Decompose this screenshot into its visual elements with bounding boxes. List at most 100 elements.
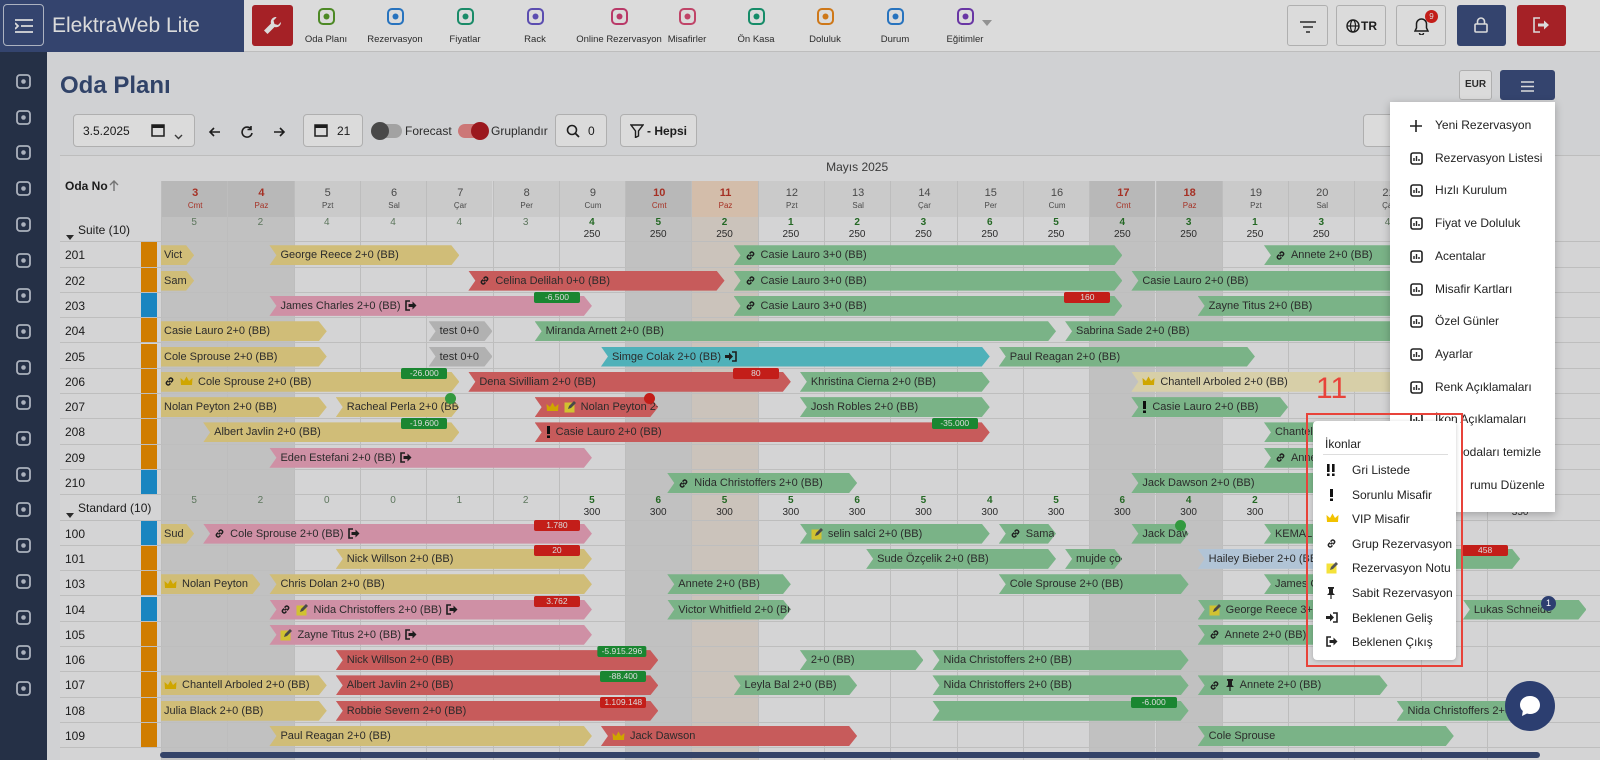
booking-bar[interactable]: Casie Lauro 2+0 (BB) bbox=[535, 422, 990, 442]
booking-bar[interactable]: Nolan Peyton 2+0 (BB) bbox=[161, 397, 327, 417]
booking-bar[interactable] bbox=[932, 701, 1188, 721]
booking-bar[interactable]: Celina Delilah 0+0 (BB) bbox=[468, 271, 724, 291]
booking-bar[interactable]: Sude Özçelik 2+0 (BB) bbox=[866, 549, 1056, 569]
booking-bar[interactable]: selin salci 2+0 (BB) bbox=[800, 524, 990, 544]
booking-bar[interactable]: Vict bbox=[161, 245, 194, 265]
language-button[interactable]: TR bbox=[1336, 5, 1386, 46]
nav-item[interactable]: Rezervasyon bbox=[350, 4, 440, 48]
sidebar-icon[interactable] bbox=[15, 252, 32, 274]
booking-bar[interactable]: Julia Black 2+0 (BB) bbox=[161, 701, 327, 721]
booking-bar[interactable]: Nida Christoffers 2+0 (BB) bbox=[667, 473, 857, 493]
booking-bar[interactable]: Paul Reagan 2+0 (BB) bbox=[269, 726, 592, 746]
booking-bar[interactable]: Nick Willson 2+0 (BB) bbox=[336, 549, 592, 569]
booking-bar[interactable]: Cole Sprouse 2+0 (BB) bbox=[999, 574, 1189, 594]
booking-bar[interactable]: Sud bbox=[161, 524, 194, 544]
nav-item[interactable]: Eğitimler bbox=[920, 4, 1010, 48]
booking-bar[interactable]: Casie Lauro 2+0 (BB) bbox=[161, 321, 327, 341]
nav-item[interactable]: Online Rezervasyon bbox=[574, 4, 664, 48]
sidebar-icon[interactable] bbox=[15, 466, 32, 488]
lock-button[interactable] bbox=[1457, 5, 1506, 46]
collapse-icon[interactable] bbox=[66, 505, 74, 523]
menu-item[interactable]: Özel Günler bbox=[1435, 314, 1500, 329]
booking-bar[interactable]: Nida Christoffers 2+0 (BB) bbox=[932, 650, 1188, 670]
nav-item[interactable]: Fiyatlar bbox=[420, 4, 510, 48]
booking-bar[interactable]: Casie Lauro 3+0 (BB) bbox=[734, 271, 1123, 291]
sidebar-icon[interactable] bbox=[15, 109, 32, 131]
booking-bar[interactable]: Sama bbox=[999, 524, 1056, 544]
booking-bar[interactable]: George Reece 3+0 bbox=[1198, 600, 1322, 620]
booking-bar[interactable]: Robbie Severn 2+0 (BB) bbox=[336, 701, 659, 721]
booking-bar[interactable]: Casie Lauro 3+0 (BB) bbox=[734, 296, 1123, 316]
nav-item[interactable]: Rack bbox=[490, 4, 580, 48]
menu-item[interactable]: Rezervasyon Listesi bbox=[1435, 150, 1543, 165]
filter-button[interactable] bbox=[1287, 5, 1328, 46]
day-count[interactable]: 21 bbox=[303, 114, 363, 147]
booking-bar[interactable]: Chantell Arboled 2+0 (BB) bbox=[161, 675, 327, 695]
nav-item[interactable]: Oda Planı bbox=[281, 4, 371, 48]
search-box[interactable]: 0 bbox=[555, 114, 607, 147]
booking-bar[interactable]: Nolan Peyton 2+0 (BB) bbox=[535, 397, 659, 417]
notification-button[interactable]: 9 bbox=[1396, 5, 1446, 46]
booking-bar[interactable]: Racheal Perla 2+0 (BB) bbox=[336, 397, 460, 417]
booking-bar[interactable]: Sabrina Sade 2+0 (BB) bbox=[1065, 321, 1454, 341]
sidebar-icon[interactable] bbox=[15, 73, 32, 95]
sidebar-icon[interactable] bbox=[15, 359, 32, 381]
booking-bar[interactable]: Nida Christoffers 2+0 (BB) bbox=[1397, 701, 1521, 721]
sidebar-icon[interactable] bbox=[15, 394, 32, 416]
sidebar-icon[interactable] bbox=[15, 216, 32, 238]
chat-button[interactable] bbox=[1505, 681, 1555, 731]
booking-bar[interactable]: Casie Lauro 3+0 (BB) bbox=[734, 245, 1123, 265]
booking-bar[interactable]: test 0+0 bbox=[429, 321, 493, 341]
booking-bar[interactable]: Sam bbox=[161, 271, 194, 291]
menu-item[interactable]: Ayarlar bbox=[1435, 346, 1473, 361]
booking-bar[interactable]: George Reece 2+0 (BB) bbox=[269, 245, 459, 265]
booking-bar[interactable]: Nick Willson 2+0 (BB) bbox=[336, 650, 659, 670]
booking-bar[interactable]: Cole Sprouse 2+0 (BB) bbox=[203, 524, 592, 544]
sidebar-icon[interactable] bbox=[15, 144, 32, 166]
nav-arrow[interactable] bbox=[208, 125, 221, 143]
menu-button[interactable] bbox=[1500, 70, 1555, 100]
booking-bar[interactable]: test 0+0 bbox=[429, 347, 493, 367]
booking-bar[interactable]: Casie Lauro 2+0 (BB) bbox=[1131, 271, 1454, 291]
booking-bar[interactable]: Jack Daw bbox=[1131, 524, 1188, 544]
sidebar-icon[interactable] bbox=[15, 180, 32, 202]
logout-button[interactable] bbox=[1517, 5, 1566, 46]
menu-toggle[interactable] bbox=[3, 4, 44, 46]
booking-bar[interactable]: Zayne Titus 2+0 (BB) bbox=[1198, 296, 1454, 316]
menu-item[interactable]: Misafir Kartları bbox=[1435, 281, 1513, 296]
booking-bar[interactable]: Nolan Peyton bbox=[161, 574, 260, 594]
sidebar-icon[interactable] bbox=[15, 501, 32, 523]
sidebar-icon[interactable] bbox=[15, 573, 32, 595]
booking-bar[interactable]: Josh Robles 2+0 (BB) bbox=[800, 397, 990, 417]
sidebar-icon[interactable] bbox=[15, 323, 32, 345]
sidebar-icon[interactable] bbox=[15, 430, 32, 452]
booking-bar[interactable]: Albert Javlin 2+0 (BB) bbox=[203, 422, 459, 442]
menu-item[interactable]: Yeni Rezervasyon bbox=[1435, 118, 1532, 132]
booking-bar[interactable]: Miranda Arnett 2+0 (BB) bbox=[535, 321, 1056, 341]
booking-bar[interactable]: James Charles 2+0 (BB) bbox=[269, 296, 592, 316]
sidebar-icon[interactable] bbox=[15, 287, 32, 309]
nav-item[interactable]: Durum bbox=[850, 4, 940, 48]
menu-item[interactable]: odaları temizle bbox=[1463, 445, 1542, 459]
nav-item[interactable]: Ön Kasa bbox=[711, 4, 801, 48]
booking-bar[interactable]: mujde çok bbox=[1065, 549, 1122, 569]
nav-arrow[interactable] bbox=[274, 125, 287, 143]
booking-bar[interactable]: Victor Whitfield 2+0 (BB) bbox=[667, 600, 791, 620]
sidebar-icon[interactable] bbox=[15, 537, 32, 559]
booking-bar[interactable]: Zayne Titus 2+0 (BB) bbox=[269, 625, 592, 645]
menu-item[interactable]: İkon Açıklamaları bbox=[1435, 412, 1527, 427]
booking-bar[interactable]: Nida Christoffers 2+0 (BB) bbox=[269, 600, 592, 620]
booking-bar[interactable]: Cole Sprouse 2+0 (BB) bbox=[161, 347, 327, 367]
collapse-icon[interactable] bbox=[66, 227, 74, 245]
booking-bar[interactable]: Cole Sprouse 2+0 (BB) bbox=[161, 372, 459, 392]
booking-bar[interactable]: 2+0 (BB) bbox=[800, 650, 924, 670]
sidebar-icon[interactable] bbox=[15, 644, 32, 666]
booking-bar[interactable]: Chantell Arboled 2+0 (BB) bbox=[1131, 372, 1454, 392]
filter-box[interactable]: - Hepsi bbox=[620, 114, 697, 147]
booking-bar[interactable]: Annete 2+0 (BB) bbox=[1198, 625, 1322, 645]
booking-bar[interactable]: Simge Colak 2+0 (BB) bbox=[601, 347, 990, 367]
booking-bar[interactable]: Nida Christoffers 2+0 (BB) bbox=[932, 675, 1188, 695]
booking-bar[interactable]: Jack Dawson bbox=[601, 726, 857, 746]
menu-item[interactable]: rumu Düzenle bbox=[1470, 477, 1545, 492]
date-picker[interactable]: 3.5.2025 bbox=[73, 114, 195, 147]
